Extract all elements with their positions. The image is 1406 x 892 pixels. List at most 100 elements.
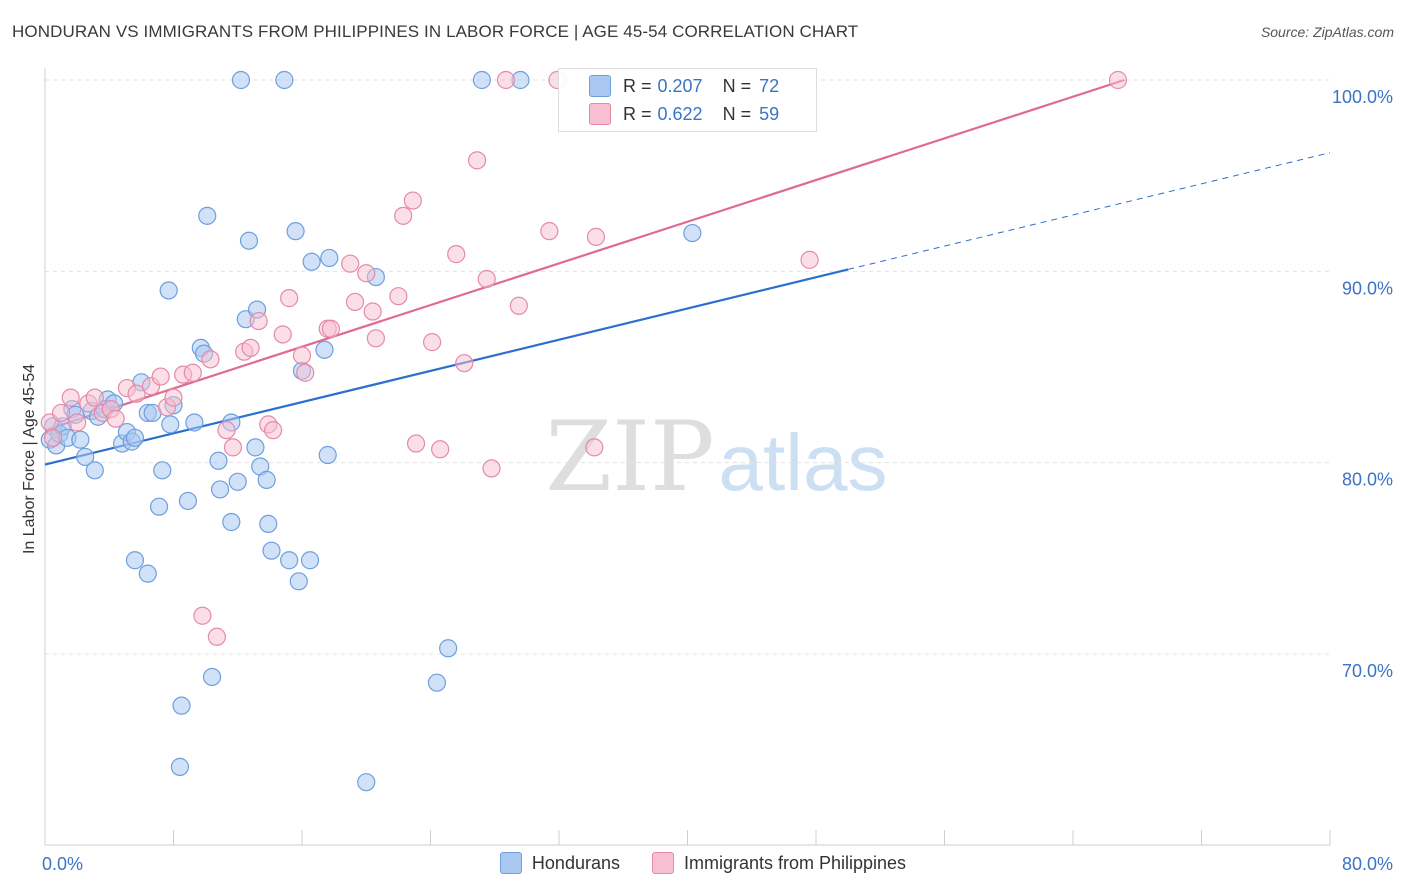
hondurans-point [170, 757, 190, 776]
hondurans-point [125, 428, 145, 447]
r-value: 0.207 [657, 75, 703, 96]
correlation-stats-box: R = 0.207 N = 72 R = 0.622 N = 59 [558, 68, 817, 132]
n-value: 72 [759, 75, 780, 96]
philippines-point [455, 354, 474, 373]
zipatlas-watermark: ZIP atlas [545, 401, 887, 513]
philippines-point [201, 350, 220, 369]
hondurans-point [153, 461, 172, 480]
philippines-point [273, 325, 292, 344]
legend-item-hondurans[interactable]: Hondurans [499, 852, 620, 874]
philippines-point [423, 333, 442, 352]
y-tick-labels: 70.0% 80.0% 90.0% 100.0% [1332, 87, 1393, 681]
hondurans-point [71, 430, 90, 449]
philippines-point [151, 367, 170, 386]
hondurans-point [257, 470, 276, 489]
philippines-point [249, 311, 268, 331]
axes [44, 68, 1331, 846]
x-tick-label: 0.0% [42, 854, 83, 874]
legend-label: Immigrants from Philippines [683, 852, 907, 873]
philippines-point [394, 206, 413, 225]
hondurans-point [262, 541, 281, 560]
philippines-point [61, 388, 80, 407]
hondurans-point [185, 413, 204, 432]
legend-item-philippines[interactable]: Immigrants from Philippines [651, 852, 907, 874]
philippines-point [363, 302, 382, 321]
pink-swatch [589, 103, 611, 125]
chart-legend: Hondurans Immigrants from Philippines [0, 852, 1406, 874]
hondurans-point [209, 451, 228, 470]
hondurans-point [85, 461, 104, 480]
x-tick-labels: 0.0% 80.0% [42, 854, 1393, 874]
hondurans-point [275, 70, 294, 90]
philippines-point [164, 388, 183, 407]
philippines-point [263, 421, 283, 440]
philippines-point [540, 222, 559, 241]
philippines-point [345, 292, 365, 312]
hondurans-trend-line [44, 268, 849, 466]
philippines-point [296, 363, 315, 382]
hondurans-point [427, 673, 447, 692]
legend-swatch-pink [651, 852, 674, 874]
hondurans-point [357, 773, 376, 792]
hondurans-point [302, 252, 321, 271]
hondurans-point [198, 206, 217, 225]
y-tick-label: 80.0% [1342, 470, 1393, 490]
philippines-point [477, 269, 496, 289]
philippines-point [406, 434, 426, 453]
philippines-point [241, 338, 260, 357]
hondurans-point [222, 512, 241, 532]
philippines-point [509, 296, 528, 315]
x-tick-label: 80.0% [1342, 854, 1393, 874]
hondurans-point [315, 340, 334, 359]
n-value: 59 [759, 103, 780, 124]
n-label: N = [722, 103, 752, 124]
hondurans-point [228, 472, 247, 491]
philippines-point [585, 438, 604, 457]
philippines-point [431, 440, 450, 459]
hondurans-point [76, 447, 95, 467]
philippines-point [68, 413, 87, 432]
philippines-points [40, 70, 1128, 646]
philippines-point [1108, 70, 1128, 90]
hondurans-point [202, 667, 222, 687]
philippines-point [403, 191, 422, 210]
hondurans-point [172, 696, 191, 715]
y-tick-label: 90.0% [1342, 278, 1393, 298]
r-value: 0.622 [657, 103, 703, 124]
philippines-point [586, 227, 606, 246]
philippines-point [482, 459, 501, 478]
philippines-point [341, 254, 360, 273]
hondurans-point [286, 222, 305, 241]
legend-swatch-blue [499, 852, 522, 874]
hondurans-point [683, 223, 702, 243]
r-label: R = [623, 75, 652, 96]
hondurans-point [280, 551, 299, 570]
hondurans-point [289, 572, 308, 591]
watermark-atlas: atlas [719, 418, 888, 507]
philippines-point [85, 388, 104, 407]
hondurans-points [40, 70, 702, 792]
hondurans-point [439, 639, 458, 658]
philippines-point [51, 403, 71, 423]
hondurans-point [149, 497, 169, 516]
philippines-point [223, 438, 243, 457]
philippines-point [366, 329, 385, 348]
y-tick-label: 70.0% [1342, 661, 1393, 681]
hondurans-point [125, 551, 145, 570]
philippines-point [106, 409, 125, 428]
hondurans-point [210, 480, 230, 499]
philippines-point [467, 151, 487, 170]
philippines-point [43, 428, 63, 447]
hondurans-trend-extension [848, 152, 1331, 270]
philippines-point [292, 346, 312, 365]
hondurans-point [239, 231, 259, 250]
philippines-point [389, 287, 408, 306]
hondurans-point [161, 415, 180, 434]
y-tick-label: 100.0% [1332, 87, 1393, 107]
hondurans-point [138, 564, 157, 583]
hondurans-point [231, 70, 251, 90]
hondurans-point [159, 281, 178, 300]
philippines-point [217, 421, 236, 440]
n-label: N = [722, 75, 752, 96]
